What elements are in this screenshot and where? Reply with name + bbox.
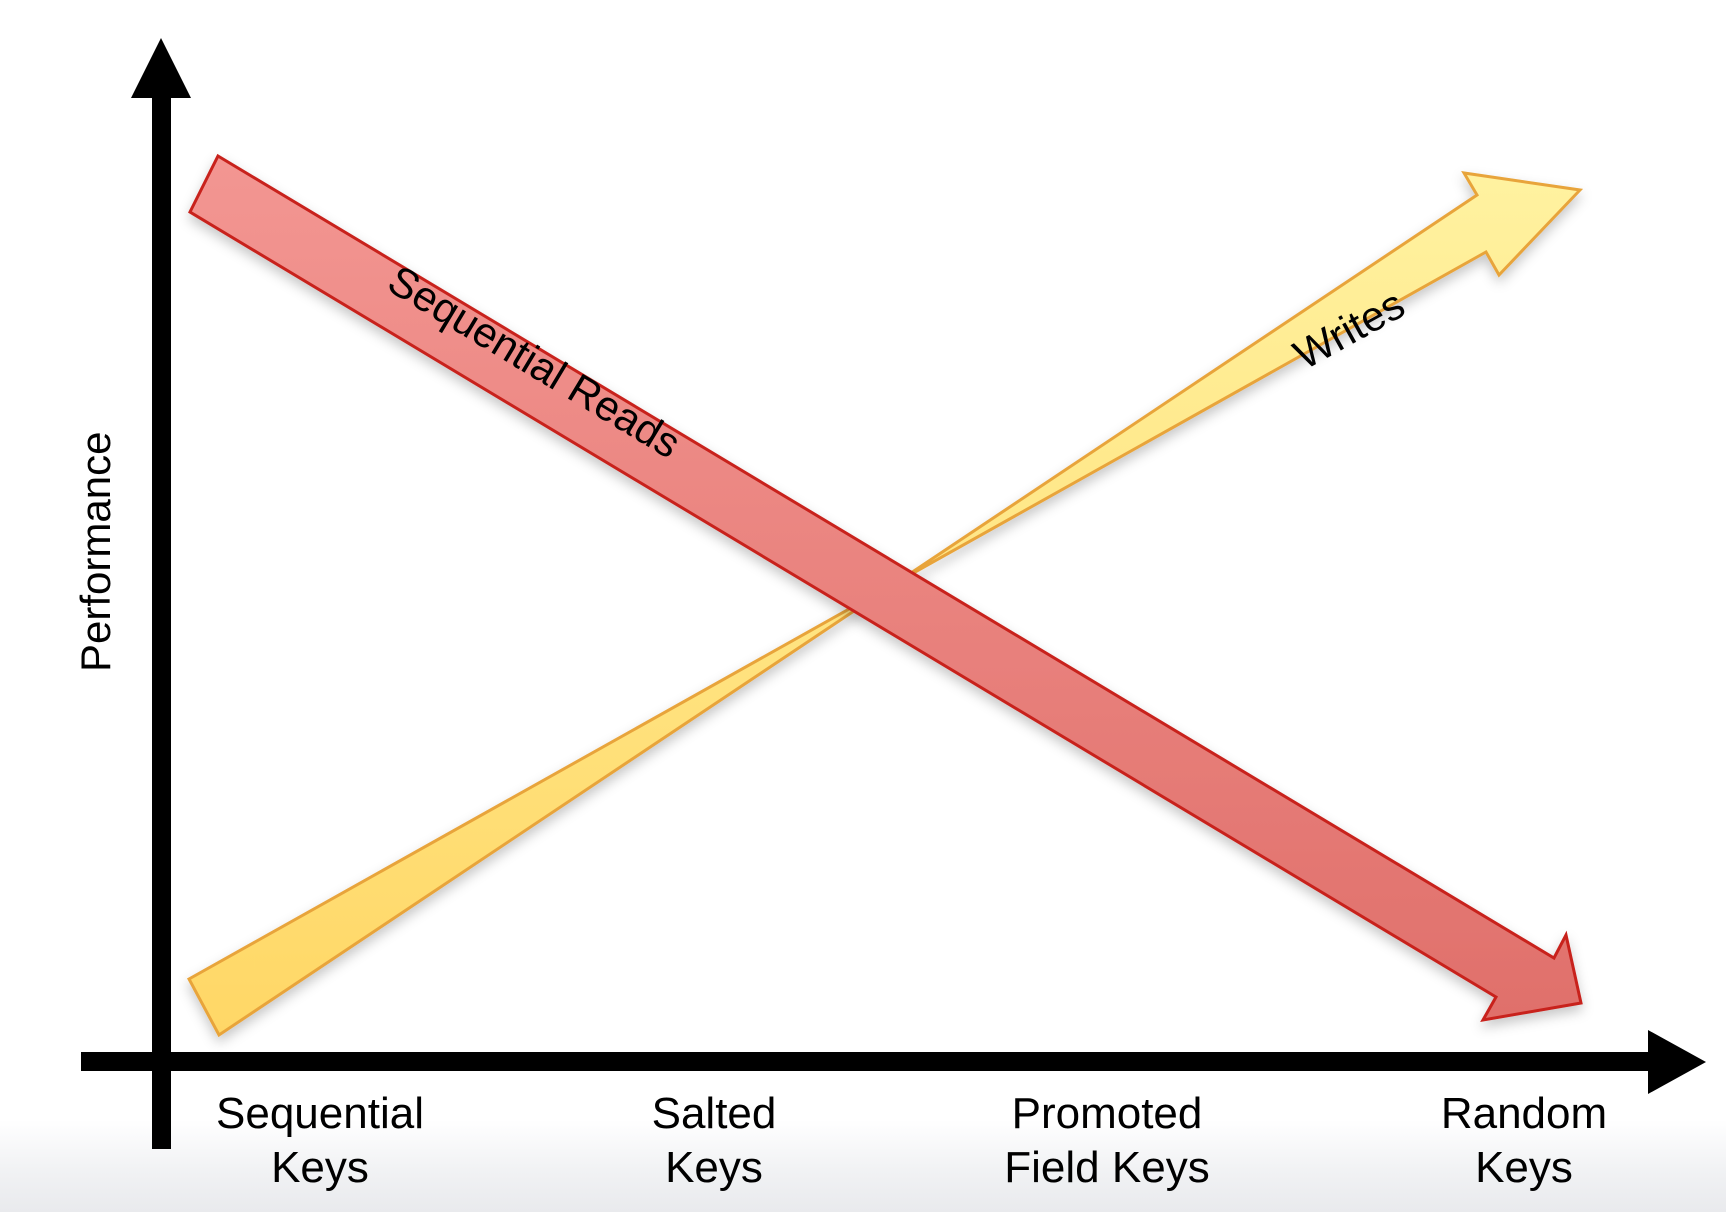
x-tick-sequential-keys: Sequential Keys [170,1087,470,1195]
x-axis-line [81,1052,1651,1071]
x-tick-line1: Salted [651,1089,777,1138]
x-tick-line2: Keys [1475,1143,1573,1192]
x-tick-line1: Sequential [216,1089,424,1138]
axes [81,38,1706,1149]
x-tick-line2: Keys [271,1143,369,1192]
x-axis-arrowhead [1648,1030,1706,1094]
sequential-reads-arrow [188,153,1583,1023]
x-tick-random-keys: Random Keys [1374,1087,1674,1195]
x-tick-line1: Promoted [1011,1089,1203,1138]
writes-arrow [186,171,1584,1038]
y-axis-arrowhead [131,38,191,98]
sequential-reads-label: Sequential Reads [380,256,688,467]
x-tick-line2: Field Keys [1004,1143,1210,1192]
y-axis-line [152,92,171,1149]
x-tick-promoted-field-keys: Promoted Field Keys [957,1087,1257,1195]
y-axis-title: Performance [72,431,119,672]
x-tick-line2: Keys [665,1143,763,1192]
x-tick-salted-keys: Salted Keys [564,1087,864,1195]
x-tick-line1: Random [1440,1089,1608,1138]
